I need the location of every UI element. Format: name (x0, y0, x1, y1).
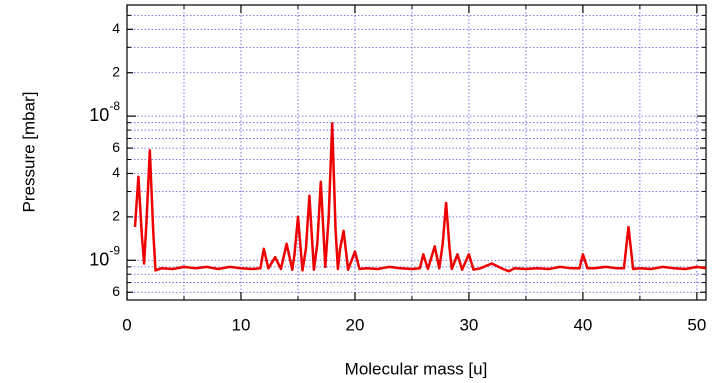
y-tick-label: 2 (112, 208, 120, 224)
tick-exponent: -9 (109, 243, 120, 257)
x-tick-label: 50 (687, 315, 706, 334)
x-tick-label: 20 (345, 315, 364, 334)
y-tick-label: 6 (112, 283, 120, 299)
tick-exponent: -8 (109, 99, 120, 113)
y-tick-label: 10-9 (89, 243, 120, 269)
x-tick-label: 30 (459, 315, 478, 334)
y-tick-label: 4 (112, 20, 120, 36)
y-axis-label: Pressure [mbar] (19, 92, 38, 213)
x-axis-label: Molecular mass [u] (345, 359, 488, 378)
y-tick-label: 6 (112, 139, 120, 155)
tick-base: 10 (89, 105, 109, 125)
x-tick-label: 0 (122, 315, 131, 334)
y-tick-label: 10-8 (89, 99, 120, 125)
x-tick-label: 10 (232, 315, 251, 334)
tick-base: 10 (89, 249, 109, 269)
y-tick-label: 4 (112, 164, 120, 180)
spectrum-line (133, 122, 707, 273)
y-tick-label: 2 (112, 63, 120, 79)
plot-frame (126, 4, 707, 301)
x-tick-label: 40 (573, 315, 592, 334)
